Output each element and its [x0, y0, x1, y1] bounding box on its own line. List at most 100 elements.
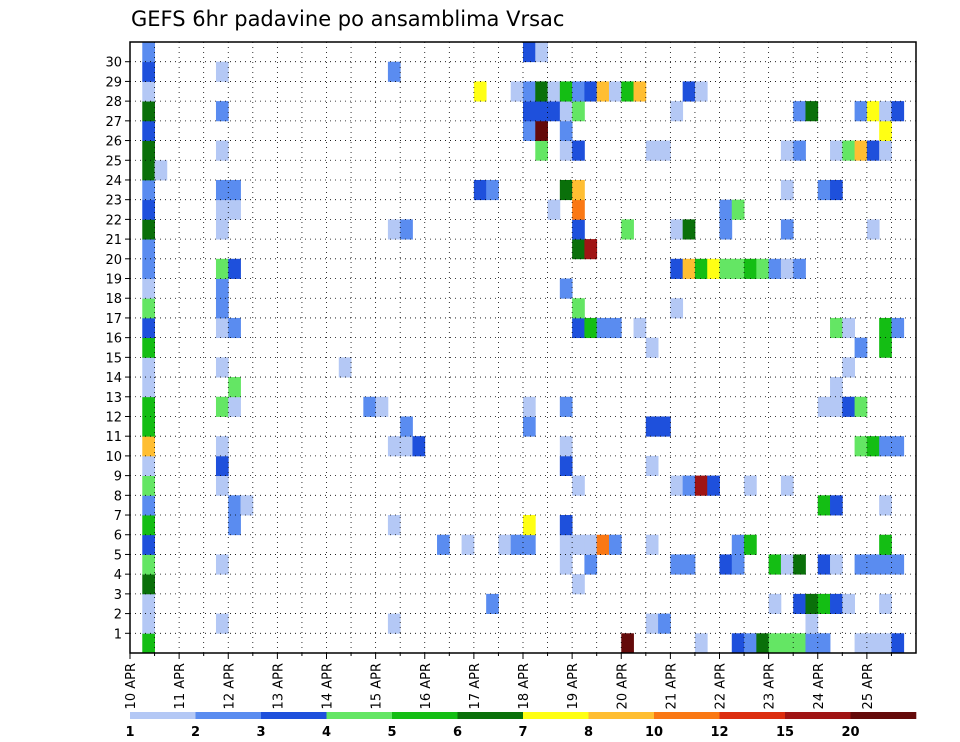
legend-swatch — [850, 712, 917, 719]
precip-cell — [572, 534, 585, 555]
precip-cell — [142, 101, 155, 122]
precip-cell — [584, 534, 598, 555]
legend-swatch — [457, 712, 524, 719]
precip-cell — [215, 554, 229, 575]
precip-cell — [228, 179, 241, 201]
precip-cell — [879, 101, 892, 122]
legend-swatch — [719, 712, 786, 719]
precip-cell — [830, 317, 843, 339]
precip-cell — [154, 160, 168, 181]
y-tick-label: 17 — [105, 312, 122, 327]
precip-cell — [142, 160, 155, 181]
x-tick-label: 24 APR — [812, 663, 827, 709]
precip-cell — [756, 633, 770, 654]
precip-cell — [694, 475, 708, 496]
precip-cell — [682, 81, 696, 102]
legend-label: 3 — [256, 725, 265, 740]
x-tick-label: 21 APR — [664, 663, 679, 709]
legend-swatch — [785, 712, 851, 719]
precip-cell — [142, 219, 155, 240]
precip-cell — [400, 416, 413, 437]
x-axis: 10 APR 11 APR 12 APR 13 APR 14 APR 15 APR 16 A… — [124, 653, 892, 709]
x-tick-label: 10 APR — [124, 663, 139, 709]
precip-cell — [228, 258, 241, 279]
precip-cell — [228, 495, 241, 516]
precip-cell — [793, 258, 806, 279]
precip-cell — [866, 554, 880, 575]
precip-cell — [793, 593, 806, 614]
precip-cell — [215, 613, 229, 634]
precip-cell — [694, 258, 708, 279]
precip-cell — [854, 396, 868, 417]
precip-cell — [670, 298, 684, 319]
precip-cell — [142, 455, 155, 477]
y-tick-label: 16 — [105, 332, 122, 347]
precip-cell — [744, 258, 757, 279]
y-tick-label: 3 — [114, 588, 122, 603]
precip-cell — [228, 377, 241, 398]
precip-cell — [228, 199, 241, 220]
precip-cell — [547, 81, 561, 102]
precip-cell — [817, 179, 831, 201]
precip-cell — [633, 81, 647, 102]
color-legend: 1 2 3 4 5 6 7 8 10 12 15 20 — [125, 712, 917, 740]
legend-label: 2 — [191, 725, 200, 740]
precip-cell — [608, 534, 622, 555]
precip-cell — [866, 140, 880, 161]
precip-cell — [559, 140, 573, 161]
precip-cell — [768, 593, 782, 614]
x-tick-label: 12 APR — [222, 663, 237, 709]
precip-cell — [817, 495, 831, 516]
precip-cell — [719, 258, 733, 279]
precip-cell — [535, 120, 548, 141]
legend-swatch — [195, 712, 262, 719]
precip-cell — [596, 317, 610, 339]
y-tick-label: 14 — [105, 371, 122, 386]
precip-cell — [473, 179, 487, 201]
precip-cell — [780, 219, 794, 240]
precip-cell — [596, 81, 610, 102]
precip-cell — [215, 317, 229, 339]
precip-cell — [523, 396, 536, 417]
precip-cell — [412, 436, 426, 457]
precip-cell — [707, 258, 720, 279]
legend-label: 15 — [776, 725, 794, 740]
y-tick-label: 24 — [105, 174, 122, 189]
precip-cell — [830, 396, 843, 417]
precip-cell — [387, 613, 401, 634]
y-tick-label: 10 — [105, 450, 122, 465]
y-tick-label: 28 — [105, 95, 122, 110]
precip-cell — [608, 81, 622, 102]
x-tick-label: 22 APR — [714, 663, 729, 709]
precip-cell — [719, 219, 733, 240]
precip-cell — [523, 101, 536, 122]
precip-cell — [437, 534, 450, 555]
x-tick-label: 16 APR — [419, 663, 434, 709]
y-tick-label: 5 — [114, 548, 122, 563]
precip-cell — [645, 613, 659, 634]
precip-cell — [842, 593, 855, 614]
precip-cell — [142, 258, 155, 279]
precip-cell — [584, 239, 598, 260]
precip-cell — [670, 258, 684, 279]
precip-cell — [559, 81, 573, 102]
precip-cell — [142, 357, 155, 378]
precip-cell — [879, 436, 892, 457]
precip-cell — [645, 337, 659, 358]
precip-cell — [142, 278, 155, 299]
precip-cell — [645, 140, 659, 161]
precip-cell — [387, 61, 401, 82]
legend-swatch — [523, 712, 589, 719]
precip-cell — [523, 416, 536, 437]
y-tick-label: 2 — [114, 608, 122, 623]
precip-cell — [215, 298, 229, 319]
precip-cell — [559, 179, 573, 201]
precip-cell — [830, 140, 843, 161]
precip-cell — [387, 436, 401, 457]
y-tick-label: 13 — [105, 391, 122, 406]
precip-cell — [842, 317, 855, 339]
precip-cell — [400, 436, 413, 457]
precip-cell — [780, 258, 794, 279]
precip-cell — [215, 455, 229, 477]
